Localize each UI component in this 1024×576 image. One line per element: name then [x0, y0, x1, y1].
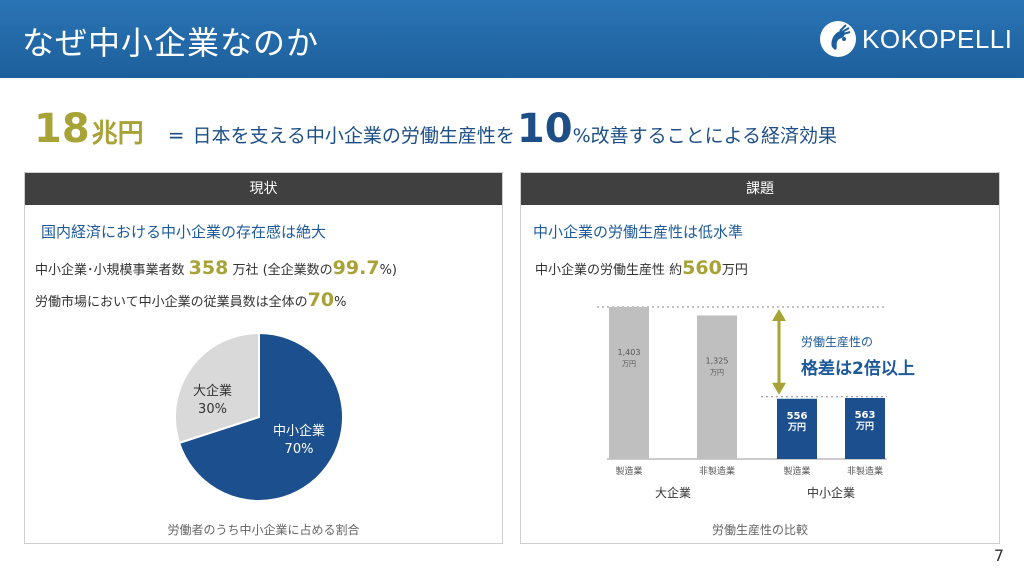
- gap-note-bold: 格差は2倍以上: [801, 359, 915, 379]
- bar-3: [777, 398, 817, 459]
- issues-panel: 課題 中小企業の労働生産性は低水準 中小企業の労働生産性 約560万円 1,40…: [520, 172, 1000, 544]
- current-state-panel: 現状 国内経済における中小企業の存在感は絶大 中小企業･小規模事業者数 358 …: [24, 172, 503, 544]
- stat2-end: %: [334, 295, 347, 310]
- gap-arrow-head-up: [772, 309, 786, 321]
- gap-note-small: 労働生産性の: [801, 335, 874, 349]
- employee-share-stat: 労働市場において中小企業の従業員数は全体の70%: [35, 289, 346, 311]
- pie-chart: 大企業 30% 中小企業 70%: [173, 331, 345, 503]
- bar-group-sme: 中小企業: [807, 485, 855, 500]
- page-title: なぜ中小企業なのか: [22, 24, 320, 62]
- bar-category-2: 非製造業: [699, 465, 735, 477]
- page-number: 7: [993, 546, 1004, 565]
- company-count-stat: 中小企業･小規模事業者数 358 万社 (全企業数の99.7%): [35, 257, 397, 279]
- left-subheading: 国内経済における中小企業の存在感は絶大: [41, 223, 327, 241]
- bar-1: [609, 307, 649, 459]
- stat1-suffix: 万社 (全企業数の: [232, 263, 333, 278]
- bar-2: [697, 315, 737, 459]
- bar-unit-label-4: 万円: [855, 421, 874, 432]
- headline: 18 兆円 = 日本を支える中小企業の労働生産性を 10 %改善することによる経…: [34, 106, 837, 152]
- pie-label-large-value: 30%: [198, 402, 227, 417]
- pie-label-sme-name: 中小企業: [273, 424, 326, 439]
- pie-slice-large: [174, 331, 260, 445]
- title-bar: なぜ中小企業なのか KOKOPELLI: [0, 0, 1024, 78]
- bar-value-label-3: 556: [787, 411, 808, 422]
- stat1-percent: 99.7: [332, 257, 380, 279]
- headline-number: 18: [34, 106, 90, 152]
- bar-category-3: 製造業: [783, 465, 810, 477]
- bar-unit-label-2: 万円: [710, 368, 724, 376]
- headline-percent-number: 10: [516, 106, 573, 152]
- bar-4: [845, 398, 885, 459]
- pie-label-large-name: 大企業: [193, 384, 233, 399]
- gap-arrow-head-down: [772, 382, 786, 395]
- panel-title-current: 現状: [25, 173, 502, 205]
- bar-value-label-2: 1,325: [706, 356, 729, 365]
- bar-chart: 1,403万円製造業1,325万円非製造業556万円製造業563万円非製造業大企…: [597, 306, 887, 500]
- kokopelli-logo-icon: [820, 21, 856, 57]
- bar-category-4: 非製造業: [847, 465, 883, 477]
- stat2-percent: 70: [307, 289, 335, 311]
- bar-unit-label-3: 万円: [787, 422, 806, 433]
- headline-equals: =: [167, 123, 185, 147]
- productivity-suffix: 万円: [721, 263, 748, 278]
- pie-label-large: 大企業 30%: [193, 383, 232, 419]
- pie-label-sme-value: 70%: [284, 442, 314, 457]
- stat1-prefix: 中小企業･小規模事業者数: [35, 263, 189, 278]
- stat1-end: %): [379, 263, 397, 278]
- bar-value-label-4: 563: [855, 410, 876, 421]
- brand-name: KOKOPELLI: [862, 23, 1013, 54]
- productivity-stat: 中小企業の労働生産性 約560万円: [535, 257, 748, 279]
- brand: KOKOPELLI: [818, 18, 1012, 60]
- productivity-prefix: 中小企業の労働生産性 約: [535, 263, 683, 278]
- bar-group-large: 大企業: [655, 485, 691, 500]
- productivity-value: 560: [682, 257, 722, 279]
- bar-category-1: 製造業: [615, 465, 642, 477]
- headline-text-before: 日本を支える中小企業の労働生産性を: [192, 125, 515, 147]
- stat1-value: 358: [188, 257, 229, 279]
- pie-label-sme: 中小企業 70%: [273, 423, 325, 459]
- stat2-prefix: 労働市場において中小企業の従業員数は全体の: [35, 295, 308, 310]
- bar-unit-label-1: 万円: [622, 360, 636, 368]
- panel-title-issues: 課題: [521, 173, 999, 205]
- bar-caption: 労働生産性の比較: [711, 523, 808, 537]
- headline-text-after: %改善することによる経済効果: [572, 125, 838, 147]
- right-subheading: 中小企業の労働生産性は低水準: [533, 223, 744, 241]
- pie-caption: 労働者のうち中小企業に占める割合: [167, 523, 360, 537]
- gap-note: 労働生産性の 格差は2倍以上: [801, 333, 915, 379]
- pie-slice-sme: [177, 331, 344, 502]
- headline-unit: 兆円: [91, 119, 144, 149]
- pie-chart-svg: [174, 331, 344, 502]
- bar-value-label-1: 1,403: [618, 348, 641, 357]
